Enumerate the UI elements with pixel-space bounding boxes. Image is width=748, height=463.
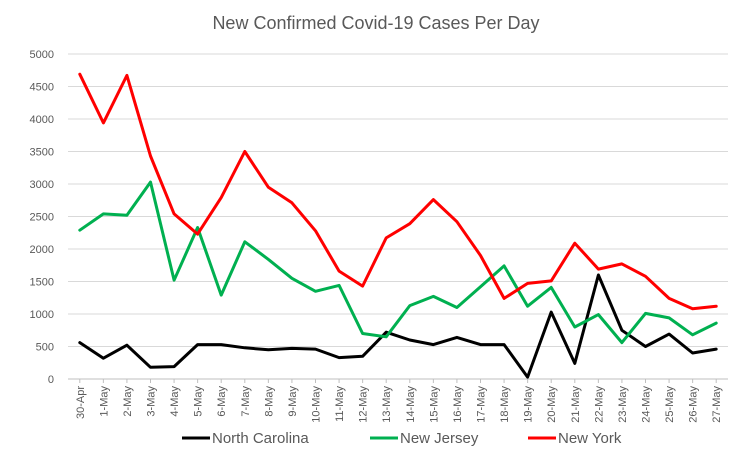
x-tick-label: 2-May — [122, 386, 134, 417]
y-tick-label: 500 — [36, 342, 54, 354]
legend-label-north-carolina: North Carolina — [212, 430, 309, 447]
legend-label-new-york: New York — [558, 430, 622, 447]
x-tick-label: 17-May — [476, 386, 488, 423]
series-line-new-york — [78, 72, 718, 311]
x-tick-label: 12-May — [358, 386, 370, 423]
y-axis-ticks: 0 500 1000 1500 2000 2500 3000 3500 4000 4500 5000 — [30, 49, 54, 386]
x-tick-label: 14-May — [405, 386, 417, 423]
legend: North Carolina New Jersey New York — [182, 430, 622, 447]
y-tick-label: 4000 — [30, 114, 54, 126]
y-tick-label: 2500 — [30, 212, 54, 224]
x-tick-label: 30-Apr — [75, 386, 87, 419]
y-tick-label: 3000 — [30, 179, 54, 191]
x-tick-label: 8-May — [263, 386, 275, 417]
x-tick-label: 16-May — [452, 386, 464, 423]
x-tick-label: 19-May — [523, 386, 535, 423]
x-axis-ticks: 30-Apr 1-May 2-May 3-May 4-May 5-May 6-May 7-Ma… — [75, 379, 723, 423]
y-tick-label: 5000 — [30, 49, 54, 61]
x-tick-label: 7-May — [240, 386, 252, 417]
x-tick-label: 25-May — [664, 386, 676, 423]
x-tick-label: 18-May — [499, 386, 511, 423]
series-line-new-jersey — [78, 180, 718, 345]
chart-title: New Confirmed Covid-19 Cases Per Day — [212, 13, 539, 33]
x-tick-label: 10-May — [311, 386, 323, 423]
y-tick-label: 1500 — [30, 277, 54, 289]
x-tick-label: 22-May — [593, 386, 605, 423]
x-tick-label: 20-May — [546, 386, 558, 423]
x-tick-label: 4-May — [169, 386, 181, 417]
x-tick-label: 5-May — [193, 386, 205, 417]
y-tick-label: 0 — [48, 374, 54, 386]
legend-label-new-jersey: New Jersey — [400, 430, 479, 447]
x-tick-label: 3-May — [146, 386, 158, 417]
x-tick-label: 6-May — [216, 386, 228, 417]
x-tick-label: 24-May — [641, 386, 653, 423]
x-tick-label: 1-May — [98, 386, 110, 417]
y-tick-label: 3500 — [30, 147, 54, 159]
y-tick-label: 4500 — [30, 82, 54, 94]
series-lines — [78, 72, 718, 379]
x-tick-label: 9-May — [287, 386, 299, 417]
x-tick-label: 26-May — [688, 386, 700, 423]
y-tick-label: 1000 — [30, 309, 54, 321]
x-tick-label: 13-May — [381, 386, 393, 423]
y-tick-label: 2000 — [30, 244, 54, 256]
x-tick-label: 15-May — [428, 386, 440, 423]
x-tick-label: 21-May — [570, 386, 582, 423]
x-tick-label: 23-May — [617, 386, 629, 423]
x-tick-label: 11-May — [334, 386, 346, 422]
series-line-north-carolina — [78, 273, 718, 379]
x-tick-label: 27-May — [711, 386, 723, 423]
